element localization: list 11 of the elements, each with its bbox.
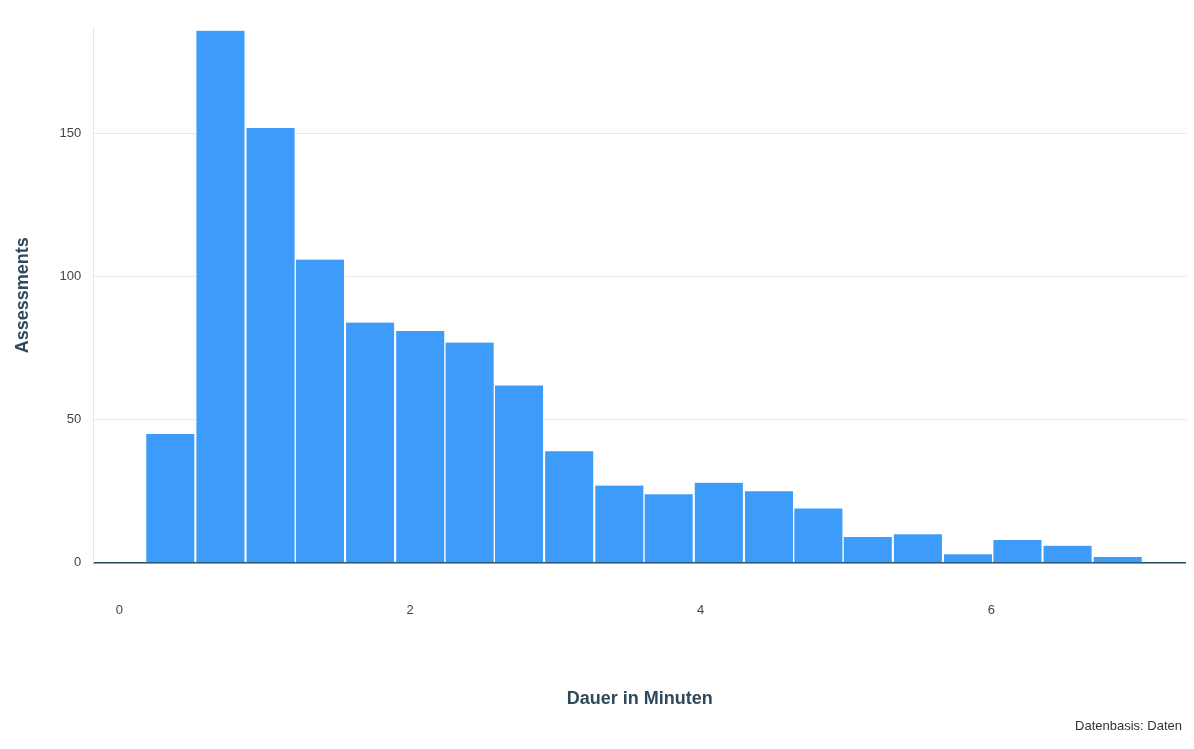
x-tick-label: 2 — [406, 602, 414, 618]
x-axis-title: Dauer in Minuten — [566, 688, 713, 709]
y-tick-label: 100 — [59, 268, 82, 284]
x-tick-label: 6 — [987, 602, 995, 618]
y-tick-label: 0 — [74, 554, 82, 570]
y-tick-label: 150 — [59, 125, 82, 141]
x-tick-label: 4 — [697, 602, 705, 618]
y-tick-label: 50 — [66, 411, 82, 427]
x-tick-label: 0 — [115, 602, 124, 618]
y-axis-title: Assessments — [11, 237, 32, 354]
text: Datenbasis: Daten — [1074, 718, 1183, 733]
